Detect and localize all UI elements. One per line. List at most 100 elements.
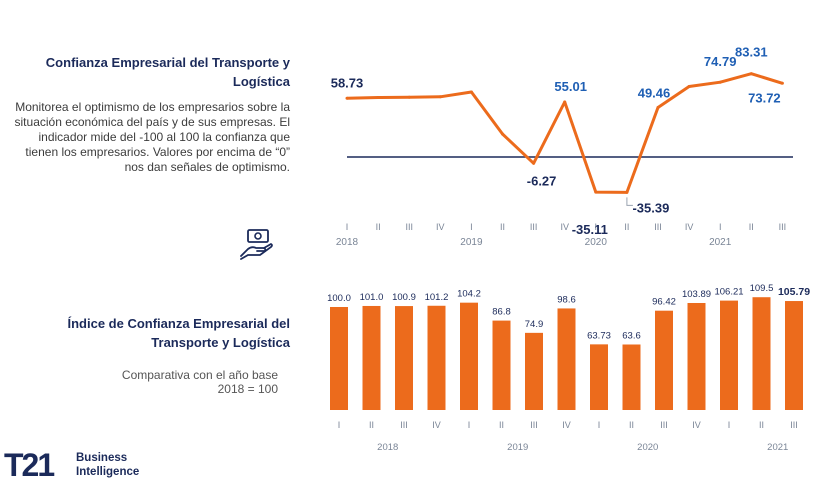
bar (590, 344, 608, 410)
line-point (749, 72, 753, 76)
line-data-label: 73.72 (748, 90, 781, 105)
bar (655, 310, 673, 410)
line-point (687, 85, 691, 88)
bar (622, 344, 641, 410)
bar-value-label: 63.6 (622, 330, 641, 341)
bar (492, 320, 511, 410)
line-data-label: 74.79 (704, 54, 737, 69)
line-point (532, 161, 536, 165)
bar (752, 297, 771, 410)
line-data-label: 49.46 (638, 86, 671, 101)
bar-value-label: 106.21 (714, 287, 743, 298)
x-tick-label: III (405, 222, 413, 232)
x-tick-label: I (598, 420, 601, 430)
x-tick-label: IV (432, 420, 441, 430)
line-data-label: 55.01 (554, 79, 587, 94)
x-tick-label: I (346, 222, 349, 232)
x-year-label: 2020 (637, 442, 658, 453)
x-tick-label: I (470, 222, 473, 232)
x-tick-label: III (779, 222, 787, 232)
bar-value-label: 74.9 (525, 319, 544, 330)
bar-value-label: 100.9 (392, 292, 416, 303)
money-hand-icon (240, 229, 273, 260)
x-tick-label: I (595, 222, 598, 232)
line-point (438, 95, 442, 99)
line-data-label: -35.11 (572, 222, 608, 237)
line-point (718, 80, 722, 84)
bar (427, 305, 446, 410)
x-year-label: 2020 (585, 237, 608, 248)
line-point (656, 106, 660, 110)
line-point (563, 100, 567, 104)
x-year-label: 2019 (460, 237, 483, 248)
logo-mark: T21 (4, 448, 54, 480)
line-point (594, 190, 598, 194)
bar-value-label: 96.42 (652, 297, 676, 308)
x-tick-label: I (468, 420, 471, 430)
line-point (501, 132, 504, 136)
bar-chart-title: Índice de Confianza Empresarial del Tran… (67, 316, 290, 350)
x-year-label: 2021 (767, 442, 788, 453)
line-point (407, 95, 411, 99)
x-tick-label: III (660, 420, 668, 430)
bar (460, 302, 478, 410)
bar-value-label: 104.2 (457, 289, 481, 300)
line-point (469, 90, 473, 94)
line-data-label: -35.39 (632, 200, 669, 215)
line-chart: 58.73 -6.27 55.01 -35.11 -35.39 49.46 74.7983.… (331, 45, 793, 248)
logo-line1: Business (76, 452, 127, 464)
bar-value-label: 100.0 (327, 293, 351, 304)
bar (362, 305, 381, 410)
x-tick-label: II (499, 420, 504, 430)
x-tick-label: IV (692, 420, 701, 430)
x-tick-label: III (530, 420, 538, 430)
bar-value-label: 98.6 (557, 294, 576, 305)
x-tick-label: I (719, 222, 722, 232)
x-tick-label: II (629, 420, 634, 430)
bar (687, 302, 706, 410)
bar-value-label: 103.89 (682, 289, 711, 300)
bar (557, 308, 576, 410)
x-tick-label: II (759, 420, 764, 430)
line-chart-title: Confianza Empresarial del Transporte y L… (45, 55, 290, 89)
line-data-label: 58.73 (331, 75, 364, 90)
x-tick-label: III (530, 222, 538, 232)
line-point (345, 96, 349, 100)
x-year-label: 2021 (709, 237, 732, 248)
x-tick-label: I (728, 420, 731, 430)
x-tick-label: III (790, 420, 798, 430)
line-point (625, 190, 629, 194)
x-tick-label: II (749, 222, 754, 232)
bar (525, 332, 543, 410)
bar-value-label: 63.73 (587, 330, 611, 341)
bar (720, 300, 738, 410)
x-tick-label: III (654, 222, 662, 232)
bar (330, 307, 348, 410)
x-tick-label: II (376, 222, 381, 232)
x-tick-label: II (369, 420, 374, 430)
bar-value-label: 86.8 (492, 307, 511, 318)
x-tick-label: IV (560, 222, 569, 232)
x-year-label: 2018 (336, 237, 359, 248)
label-leader (626, 197, 633, 206)
line-point (780, 81, 784, 85)
bar-chart: 100.0I101.0II100.9III101.2IV104.2I86.8II… (327, 283, 810, 453)
x-tick-label: IV (562, 420, 571, 430)
bar (395, 306, 413, 410)
bar (785, 301, 803, 410)
x-tick-label: I (338, 420, 341, 430)
x-tick-label: III (400, 420, 408, 430)
x-year-label: 2019 (507, 442, 528, 453)
x-tick-label: IV (685, 222, 694, 232)
x-tick-label: IV (436, 222, 445, 232)
line-point (376, 96, 380, 99)
t21-logo: T21 Business Intelligence (4, 448, 139, 480)
logo-line2: Intelligence (76, 466, 139, 478)
line-chart-description: Monitorea el optimismo de los empresario… (14, 100, 290, 174)
line-data-label: -6.27 (527, 173, 557, 188)
bar-chart-subtitle: Comparativa con el año base 2018 = 100 (121, 368, 278, 396)
x-year-label: 2018 (377, 442, 398, 453)
bar-value-label: 105.79 (778, 286, 810, 298)
bar-value-label: 101.2 (425, 292, 449, 303)
bar-value-label: 101.0 (360, 292, 384, 303)
